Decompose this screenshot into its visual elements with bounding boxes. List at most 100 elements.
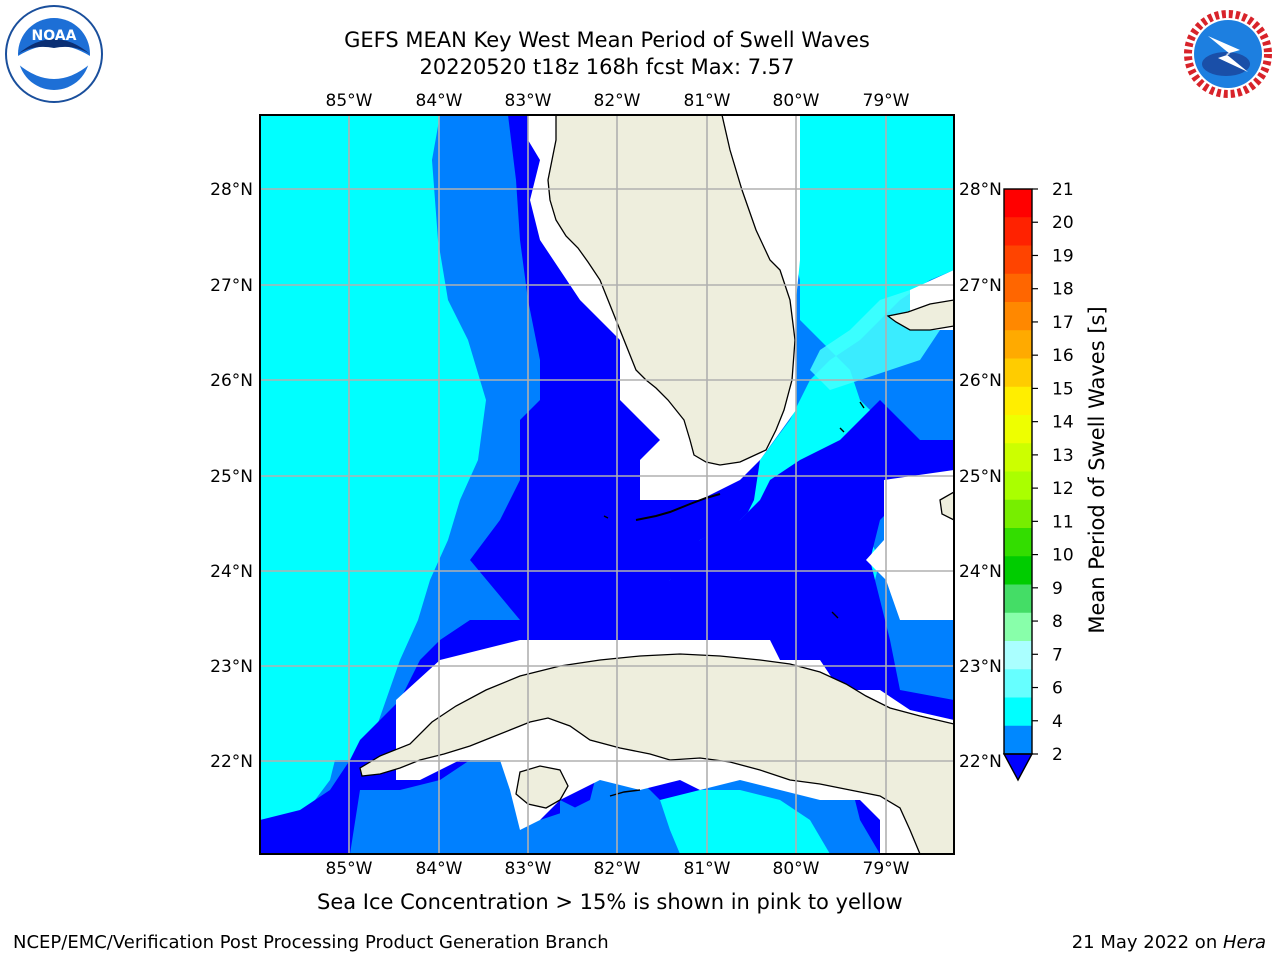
colorbar-tick-label: 4 [1052, 712, 1063, 732]
colorbar-tick-label: 17 [1052, 313, 1074, 333]
lon-label-top: 82°W [594, 91, 641, 111]
colorbar-segment [1004, 669, 1032, 698]
colorbar-border [1003, 188, 1033, 755]
colorbar-segment [1004, 415, 1032, 444]
lat-label-left: 25°N [210, 467, 253, 487]
colorbar-tick-label: 13 [1052, 446, 1074, 466]
colorbar-tick-label: 12 [1052, 479, 1074, 499]
lat-label-right: 26°N [959, 371, 1002, 391]
colorbar-tick-label: 15 [1052, 379, 1074, 399]
production-date-text: 21 May 2022 on [1071, 932, 1223, 953]
colorbar-segment [1004, 273, 1032, 303]
lon-labels-bottom: 85°W 84°W 83°W 82°W 81°W 80°W 79°W [326, 859, 910, 879]
colorbar-segment [1004, 697, 1032, 727]
colorbar-segment [1004, 189, 1032, 218]
colorbar-segment [1004, 330, 1032, 359]
lat-label-right: 22°N [959, 752, 1002, 772]
land-florida [547, 115, 796, 466]
lat-labels-left: 28°N 27°N 26°N 25°N 24°N 23°N 22°N [210, 180, 253, 772]
lon-label-top: 80°W [773, 91, 820, 111]
producer-credit: NCEP/EMC/Verification Post Processing Pr… [13, 932, 609, 953]
colorbar-extend-arrow [1002, 753, 1034, 782]
field-6-7-west-lower [260, 500, 340, 840]
colorbar-segment [1004, 443, 1032, 472]
lat-label-left: 26°N [210, 371, 253, 391]
lat-label-right: 25°N [959, 467, 1002, 487]
noaa-logo: NOAA [5, 5, 103, 103]
colorbar-segment [1004, 725, 1032, 755]
field-6-7-south [660, 790, 830, 854]
lon-label-bottom: 82°W [594, 859, 641, 879]
lon-label-top: 81°W [684, 91, 731, 111]
lon-label-top: 83°W [505, 91, 552, 111]
map-border [259, 114, 955, 855]
sea-ice-note: Sea Ice Concentration > 15% is shown in … [317, 890, 903, 914]
colorbar-tick-label: 20 [1052, 213, 1074, 233]
colorbar-segment [1004, 641, 1032, 670]
land-florida-keys [635, 493, 721, 521]
lon-label-top: 79°W [863, 91, 910, 111]
land-andros [939, 491, 954, 521]
colorbar [1002, 188, 1034, 782]
map-title-line-1: GEFS MEAN Key West Mean Period of Swell … [344, 28, 870, 52]
colorbar-tick-label: 11 [1052, 512, 1074, 532]
colorbar-segment [1004, 386, 1032, 416]
colorbar-ticks: 21 20 19 18 17 16 15 14 13 12 11 10 9 8 7 6 4 2 [1032, 180, 1074, 765]
lon-label-top: 85°W [326, 91, 373, 111]
lon-label-bottom: 80°W [773, 859, 820, 879]
lat-label-right: 24°N [959, 562, 1002, 582]
lat-label-left: 28°N [210, 180, 253, 200]
lat-label-right: 23°N [959, 657, 1002, 677]
colorbar-segment [1004, 471, 1032, 501]
land-grand-bahama [886, 299, 954, 331]
noaa-logo-text: NOAA [32, 28, 77, 44]
lat-label-left: 23°N [210, 657, 253, 677]
colorbar-tick-label: 2 [1052, 745, 1063, 765]
map-gridlines [260, 115, 954, 854]
colorbar-segment [1004, 302, 1032, 331]
colorbar-tick-label: 18 [1052, 280, 1074, 300]
lon-label-bottom: 83°W [505, 859, 552, 879]
colorbar-segment [1004, 358, 1032, 388]
field-6-7-west [260, 115, 486, 760]
map-fields [260, 115, 954, 854]
production-date: 21 May 2022 on Hera [1072, 932, 1266, 953]
lon-labels-top: 85°W 84°W 83°W 82°W 81°W 80°W 79°W [326, 91, 910, 111]
colorbar-segment [1004, 217, 1032, 246]
production-host: Hera [1222, 932, 1266, 953]
lat-labels-right: 28°N 27°N 26°N 25°N 24°N 23°N 22°N [959, 180, 1002, 772]
colorbar-tick-label: 8 [1052, 612, 1063, 632]
lon-label-bottom: 84°W [416, 859, 463, 879]
colorbar-segment [1004, 528, 1032, 557]
colorbar-title: Mean Period of Swell Waves [s] [1085, 306, 1109, 634]
lat-label-left: 22°N [210, 752, 253, 772]
colorbar-segment [1004, 556, 1032, 585]
land-isla-juventud [515, 765, 569, 809]
colorbar-segment [1004, 499, 1032, 529]
colorbar-tick-label: 14 [1052, 413, 1074, 433]
colorbar-tick-label: 21 [1052, 180, 1074, 200]
lon-label-top: 84°W [416, 91, 463, 111]
lat-label-right: 28°N [959, 180, 1002, 200]
masked-area-bahamas [866, 470, 954, 620]
colorbar-segment [1004, 612, 1032, 642]
land-small-islands [603, 401, 865, 797]
lon-label-bottom: 79°W [863, 859, 910, 879]
colorbar-tick-label: 19 [1052, 246, 1074, 266]
colorbar-tick-label: 9 [1052, 579, 1063, 599]
lon-label-bottom: 85°W [326, 859, 373, 879]
lat-label-left: 24°N [210, 562, 253, 582]
lat-label-left: 27°N [210, 276, 253, 296]
map-title-line-2: 20220520 t18z 168h fcst Max: 7.57 [419, 55, 795, 79]
colorbar-tick-label: 6 [1052, 679, 1063, 699]
colorbar-segment [1004, 584, 1032, 614]
nws-logo [1180, 6, 1276, 102]
colorbar-tick-label: 16 [1052, 346, 1074, 366]
colorbar-segment [1004, 245, 1032, 275]
colorbar-tick-label: 7 [1052, 645, 1063, 665]
colorbar-tick-label: 10 [1052, 546, 1074, 566]
land-cuba [359, 653, 954, 854]
lat-label-right: 27°N [959, 276, 1002, 296]
lon-label-bottom: 81°W [684, 859, 731, 879]
